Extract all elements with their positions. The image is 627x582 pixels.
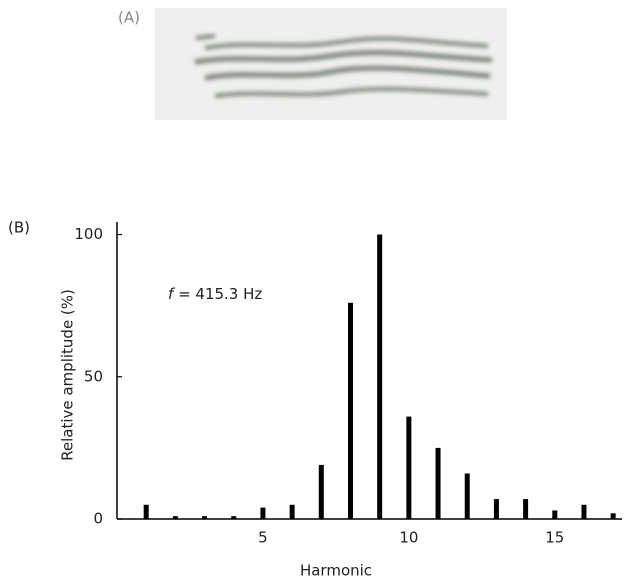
bar (318, 464, 324, 519)
bar (347, 302, 353, 519)
bar (464, 473, 470, 519)
y-tick-label: 100 (74, 225, 103, 243)
y-tick-label: 0 (93, 510, 103, 528)
annotation-text: = 415.3 Hz (178, 285, 262, 303)
bar (202, 516, 208, 519)
bar (523, 499, 529, 519)
x-tick-label: 10 (399, 529, 418, 547)
x-tick-label: 15 (545, 529, 564, 547)
y-tick-label: 50 (84, 367, 103, 385)
bar (406, 416, 412, 519)
bar (172, 516, 178, 519)
bar (581, 504, 587, 519)
bar (260, 507, 266, 519)
panel-label: (B) (8, 219, 30, 237)
annotation: f = 415.3 Hz (168, 285, 262, 303)
bar (493, 499, 499, 519)
bar (552, 510, 558, 519)
spectrogram (155, 8, 507, 120)
bar (377, 234, 383, 519)
bar (289, 504, 295, 519)
bar (435, 447, 441, 519)
x-tick-label: 5 (258, 529, 268, 547)
x-axis-label: Harmonic (300, 562, 372, 580)
bar (231, 516, 237, 519)
y-axis-label: Relative amplitude (%) (59, 289, 77, 461)
bar (143, 504, 149, 519)
bar (610, 513, 616, 519)
panel-label: (A) (118, 9, 140, 27)
annotation-symbol: f (168, 285, 176, 303)
